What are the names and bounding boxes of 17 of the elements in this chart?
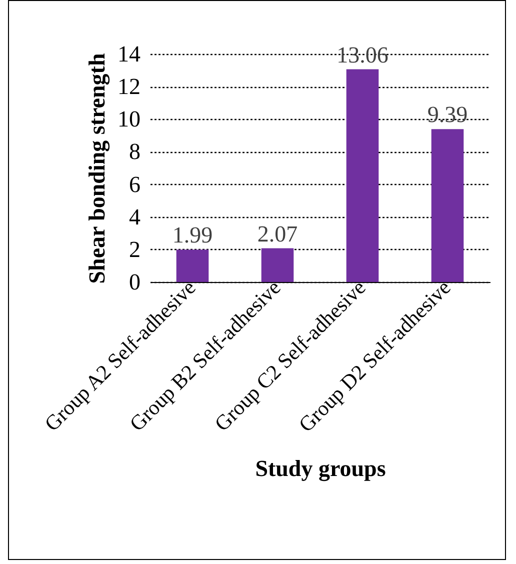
bar — [261, 248, 294, 282]
bar — [346, 69, 379, 282]
y-tick-label: 6 — [129, 172, 140, 197]
bar — [431, 129, 464, 282]
x-axis-title: Study groups — [255, 456, 386, 482]
y-tick-label: 10 — [118, 106, 140, 132]
y-tick-label: 4 — [129, 204, 141, 230]
data-label: 13.06 — [336, 42, 388, 68]
bar — [176, 250, 209, 282]
y-axis-title: Shear bonding strength — [84, 53, 110, 284]
y-tick-label: 2 — [129, 236, 140, 262]
data-label: 9.39 — [427, 102, 468, 128]
data-label: 1.99 — [172, 222, 213, 248]
data-label: 2.07 — [257, 221, 298, 246]
y-tick-label: 8 — [129, 139, 140, 164]
y-tick-label: 12 — [118, 74, 140, 100]
y-tick-label: 14 — [118, 42, 141, 66]
